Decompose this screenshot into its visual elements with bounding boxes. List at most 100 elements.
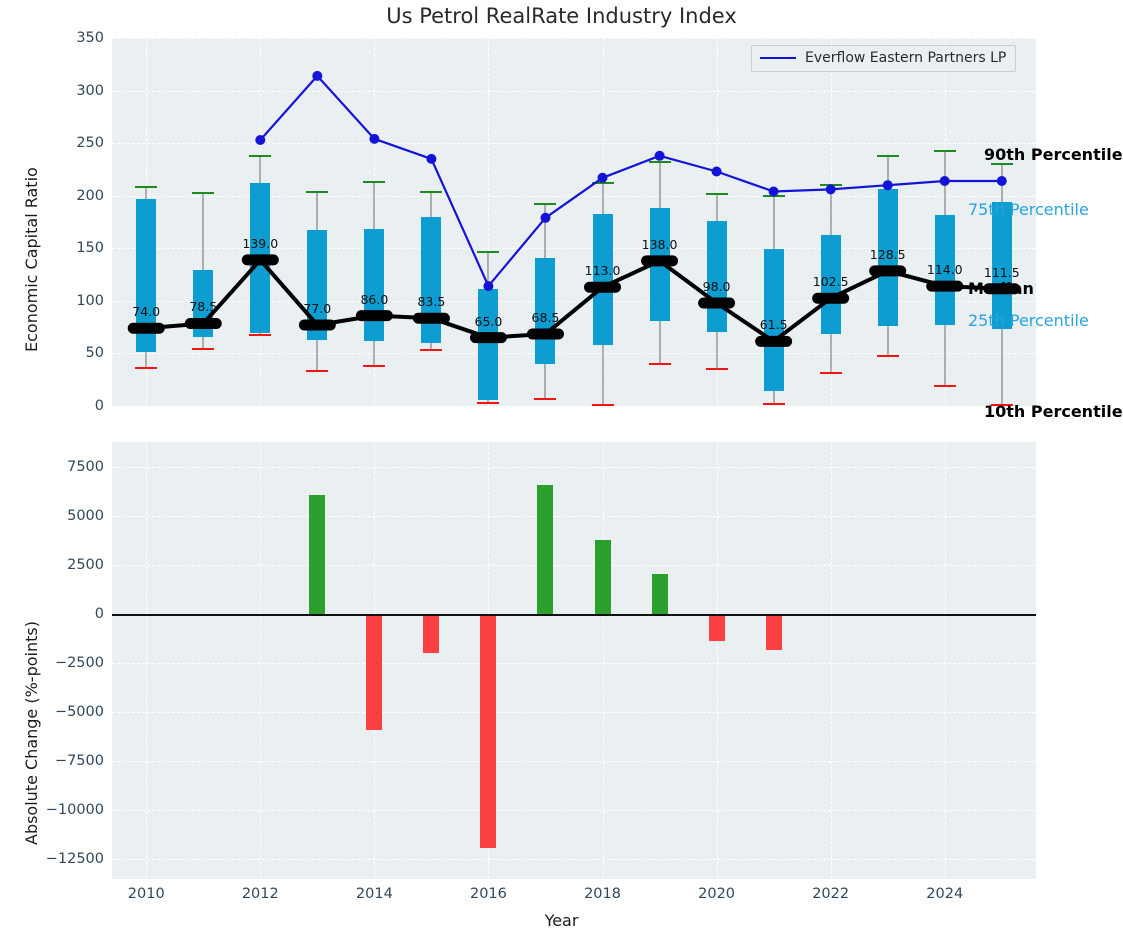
series-data-point[interactable] [540, 212, 551, 223]
series-data-point[interactable] [369, 133, 380, 144]
x-tick-label: 2010 [127, 886, 165, 902]
p10-cap [363, 365, 386, 368]
change-bar-positive[interactable] [537, 485, 554, 615]
y-tick-label: −12500 [45, 851, 104, 868]
series-data-point[interactable] [939, 176, 950, 186]
gridline-vertical [830, 442, 832, 879]
series-data-point[interactable] [654, 150, 665, 161]
median-value-label: 98.0 [702, 278, 731, 294]
change-bar-negative[interactable] [708, 614, 725, 641]
p90-cap [591, 182, 614, 185]
p90-cap [249, 154, 272, 157]
gridline-vertical [716, 442, 718, 879]
gridline-vertical [260, 442, 262, 879]
annotation-25th-percentile: 25th Percentile [968, 311, 1089, 330]
series-data-point[interactable] [426, 153, 437, 164]
p10-cap [876, 354, 899, 357]
p10-cap [192, 348, 215, 351]
gridline-vertical [944, 442, 946, 879]
change-bar-negative[interactable] [765, 614, 782, 650]
gridline-horizontal [112, 859, 1036, 861]
change-bar-negative[interactable] [423, 614, 440, 653]
series-data-point[interactable] [882, 180, 893, 191]
change-bar-positive[interactable] [309, 494, 326, 615]
interquartile-box [934, 214, 955, 326]
interquartile-box [820, 234, 841, 335]
series-data-point[interactable] [597, 172, 608, 183]
y-tick-label: 2500 [67, 557, 104, 574]
median-value-label: 86.0 [360, 291, 389, 307]
median-connector-line [146, 257, 1002, 344]
p90-cap [705, 192, 728, 195]
interquartile-box [991, 202, 1012, 330]
interquartile-box [592, 213, 613, 345]
p90-cap [306, 190, 329, 193]
series-data-point[interactable] [768, 186, 779, 197]
p10-cap [249, 333, 272, 336]
page-title: Us Petrol RealRate Industry Index [386, 4, 737, 28]
series-data-point[interactable] [711, 166, 722, 177]
change-bar-negative[interactable] [366, 614, 383, 731]
p10-cap [648, 362, 671, 365]
legend-label: Everflow Eastern Partners LP [805, 50, 1007, 66]
y-tick-label: −7500 [54, 753, 104, 770]
gridline-horizontal [112, 712, 1036, 714]
p90-cap [135, 186, 158, 189]
p90-cap [192, 191, 215, 194]
y-tick-label: 5000 [67, 508, 104, 525]
series-line-everflow [259, 74, 1002, 288]
x-tick-label: 2022 [812, 886, 850, 902]
gridline-vertical [602, 442, 604, 879]
gridline-horizontal [112, 516, 1036, 518]
p90-cap [933, 149, 956, 152]
interquartile-box [307, 230, 328, 340]
y-tick-label: 7500 [67, 459, 104, 476]
median-value-label: 78.5 [189, 299, 218, 315]
y-axis-top-label: Economic Capital Ratio [22, 167, 41, 352]
gridline-vertical [146, 442, 148, 879]
absolute-change-plot [112, 442, 1036, 879]
gridline-vertical [488, 38, 490, 406]
series-data-point[interactable] [825, 184, 836, 195]
y-tick-label: 350 [76, 30, 104, 46]
p10-cap [591, 403, 614, 406]
series-data-point[interactable] [996, 176, 1007, 186]
p10-cap [990, 403, 1013, 406]
x-tick-label: 2016 [469, 886, 507, 902]
series-data-point[interactable] [312, 70, 323, 81]
change-bar-negative[interactable] [480, 614, 497, 848]
y-tick-label: 100 [76, 292, 104, 309]
p10-cap [933, 385, 956, 388]
change-bar-positive[interactable] [651, 574, 668, 615]
gridline-horizontal [112, 565, 1036, 567]
legend[interactable]: Everflow Eastern Partners LP [751, 45, 1017, 72]
y-axis-bottom-label: Absolute Change (%-points) [22, 621, 41, 845]
y-axis-top: 0 50 100 150 200 250 300 350 [0, 30, 104, 414]
p90-cap [990, 163, 1013, 166]
y-tick-label: 300 [76, 82, 104, 99]
gridline-horizontal [112, 353, 1036, 355]
interquartile-box [478, 289, 499, 400]
change-bar-layer [112, 442, 1036, 879]
p10-cap [534, 397, 557, 400]
gridline-horizontal [112, 38, 1036, 39]
y-tick-label: 200 [76, 187, 104, 204]
gridline-horizontal [112, 195, 1036, 197]
median-value-label: 83.5 [417, 294, 446, 310]
x-axis-label: Year [544, 911, 579, 930]
series-data-point[interactable] [483, 281, 494, 292]
p90-cap [420, 190, 443, 193]
interquartile-box [136, 198, 157, 353]
annotation-median: Median [968, 279, 1034, 298]
gridline-vertical [830, 38, 832, 406]
y-tick-label: −2500 [54, 655, 104, 672]
p10-cap [477, 401, 500, 404]
median-value-label: 65.0 [474, 313, 503, 329]
annotation-75th-percentile: 75th Percentile [968, 200, 1089, 219]
y-tick-label: 0 [94, 606, 104, 623]
change-bar-positive[interactable] [594, 539, 611, 615]
gridline-horizontal [112, 663, 1036, 665]
median-value-label: 114.0 [926, 262, 963, 278]
series-data-point[interactable] [255, 135, 266, 145]
median-value-label: 74.0 [132, 304, 161, 320]
